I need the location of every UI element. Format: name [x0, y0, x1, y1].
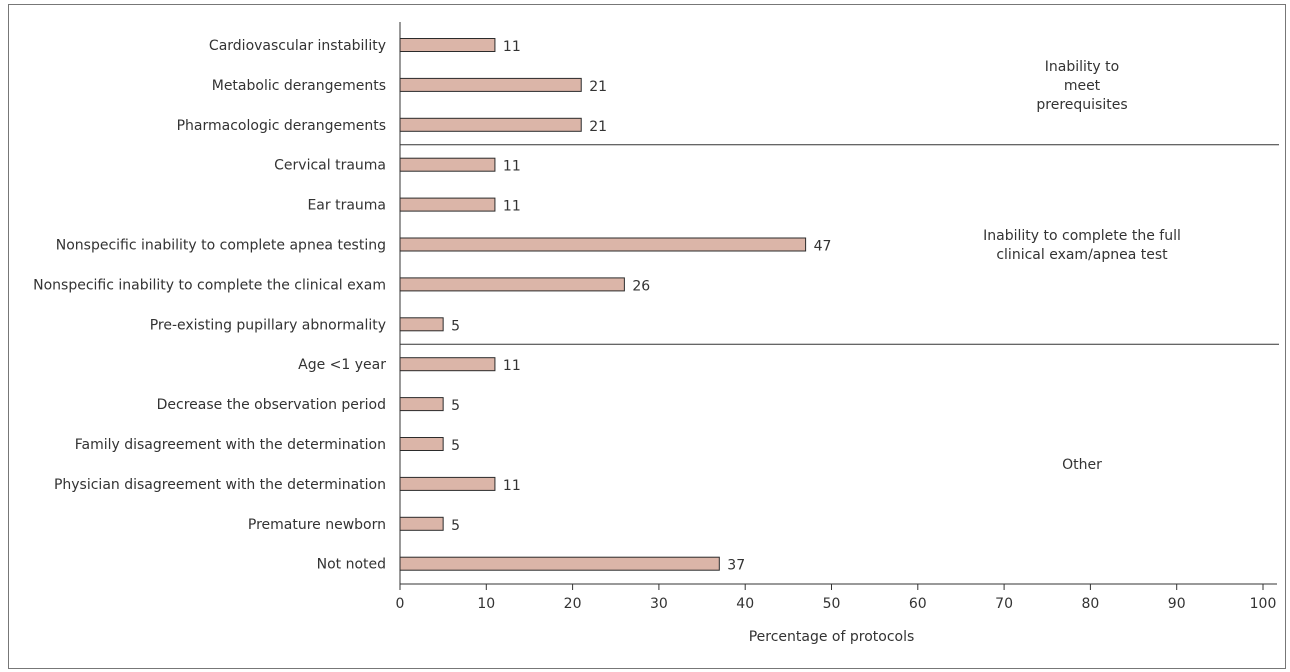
bar: [399, 476, 496, 491]
category-label: Not noted: [317, 557, 386, 573]
bar: [399, 556, 720, 571]
value-label: 11: [503, 358, 521, 374]
bar: [399, 38, 496, 52]
bar: [399, 437, 444, 451]
chart-frame: [8, 4, 1286, 669]
value-label: 5: [451, 518, 460, 534]
category-label: Family disagreement with the determinati…: [75, 437, 386, 453]
bar: [399, 237, 807, 252]
group-label: prerequisites: [1036, 97, 1127, 113]
x-tick-label: 100: [1250, 596, 1277, 612]
value-label: 5: [451, 318, 460, 334]
value-label: 21: [589, 119, 607, 135]
x-tick-label: 60: [909, 596, 927, 612]
category-label: Cervical trauma: [274, 158, 386, 174]
value-label: 11: [503, 159, 521, 175]
bar: [399, 277, 625, 292]
group-label: meet: [1064, 78, 1101, 94]
group-label: clinical exam/apnea test: [996, 247, 1168, 263]
value-label: 11: [503, 199, 521, 215]
category-label: Age <1 year: [298, 357, 386, 373]
group-label: Other: [1062, 457, 1102, 473]
x-tick-label: 70: [995, 596, 1013, 612]
value-label: 11: [503, 39, 521, 55]
bar: [399, 197, 496, 212]
value-label: 47: [814, 239, 832, 255]
category-label: Decrease the observation period: [157, 397, 386, 413]
category-label: Premature newborn: [248, 517, 386, 533]
category-label: Nonspecific inability to complete the cl…: [33, 277, 386, 293]
x-tick-label: 50: [823, 596, 841, 612]
bar: [399, 516, 444, 531]
value-label: 11: [503, 478, 521, 494]
bar: [399, 157, 496, 172]
bar: [399, 317, 444, 332]
x-tick-label: 20: [564, 596, 582, 612]
x-tick-label: 40: [736, 596, 754, 612]
x-tick-label: 10: [477, 596, 495, 612]
bar: [399, 117, 582, 132]
x-axis-title: Percentage of protocols: [749, 629, 915, 645]
value-label: 5: [451, 398, 460, 414]
category-label: Cardiovascular instability: [209, 38, 386, 54]
category-label: Pharmacologic derangements: [177, 118, 386, 134]
category-label: Nonspecific inability to complete apnea …: [56, 238, 386, 254]
group-label: Inability to: [1045, 59, 1119, 75]
bar: [399, 357, 496, 372]
category-label: Ear trauma: [307, 198, 386, 214]
value-label: 21: [589, 79, 607, 95]
x-tick-label: 0: [396, 596, 405, 612]
value-label: 37: [727, 558, 745, 574]
bar: [399, 397, 444, 412]
group-label: Inability to complete the full: [983, 228, 1181, 244]
x-tick-label: 90: [1168, 596, 1186, 612]
category-label: Metabolic derangements: [212, 78, 386, 94]
x-tick-label: 30: [650, 596, 668, 612]
value-label: 5: [451, 438, 460, 454]
category-label: Pre-existing pupillary abnormality: [150, 317, 386, 333]
bar: [399, 77, 582, 92]
category-label: Physician disagreement with the determin…: [54, 477, 386, 493]
value-label: 26: [632, 278, 650, 294]
x-tick-label: 80: [1081, 596, 1099, 612]
